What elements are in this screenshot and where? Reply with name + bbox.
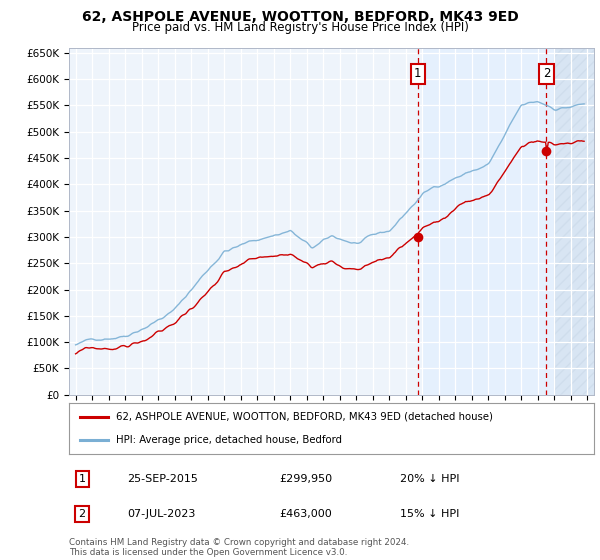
- Text: 20% ↓ HPI: 20% ↓ HPI: [400, 474, 459, 484]
- Text: Price paid vs. HM Land Registry's House Price Index (HPI): Price paid vs. HM Land Registry's House …: [131, 21, 469, 34]
- Bar: [422, 48, 600, 395]
- Text: 25-SEP-2015: 25-SEP-2015: [127, 474, 197, 484]
- Text: 62, ASHPOLE AVENUE, WOOTTON, BEDFORD, MK43 9ED (detached house): 62, ASHPOLE AVENUE, WOOTTON, BEDFORD, MK…: [116, 412, 493, 422]
- Text: 62, ASHPOLE AVENUE, WOOTTON, BEDFORD, MK43 9ED: 62, ASHPOLE AVENUE, WOOTTON, BEDFORD, MK…: [82, 10, 518, 24]
- Text: 1: 1: [79, 474, 86, 484]
- Text: £463,000: £463,000: [279, 509, 332, 519]
- Text: 15% ↓ HPI: 15% ↓ HPI: [400, 509, 459, 519]
- Text: HPI: Average price, detached house, Bedford: HPI: Average price, detached house, Bedf…: [116, 435, 342, 445]
- Bar: [554, 48, 600, 395]
- Text: £299,950: £299,950: [279, 474, 332, 484]
- Text: 07-JUL-2023: 07-JUL-2023: [127, 509, 195, 519]
- Text: 1: 1: [414, 67, 422, 81]
- Text: 2: 2: [543, 67, 550, 81]
- Text: 2: 2: [79, 509, 86, 519]
- Text: Contains HM Land Registry data © Crown copyright and database right 2024.
This d: Contains HM Land Registry data © Crown c…: [69, 538, 409, 557]
